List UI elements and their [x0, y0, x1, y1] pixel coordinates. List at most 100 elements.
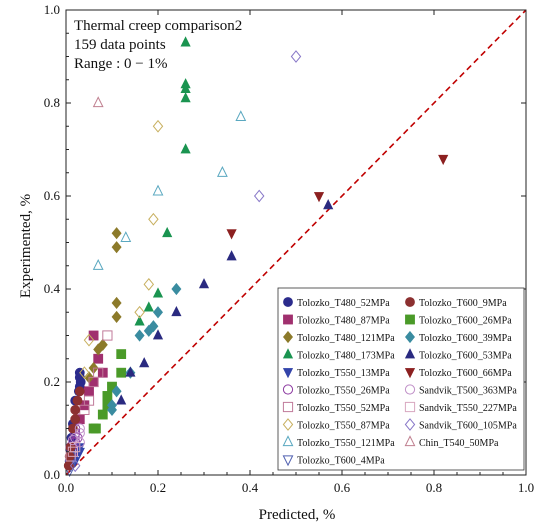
legend-label: Sandvik_T600_105MPa	[419, 421, 517, 432]
legend-marker	[404, 384, 416, 395]
legend-marker	[404, 348, 416, 359]
legend-marker	[404, 418, 416, 431]
data-point	[65, 451, 76, 462]
x-tick-label: 0.4	[242, 480, 259, 495]
data-point	[313, 192, 325, 203]
data-points-group	[63, 36, 449, 478]
legend-label: Tolozko_T550_87MPa	[297, 421, 390, 432]
x-tick-label: 0.2	[150, 480, 166, 495]
legend-marker	[404, 435, 416, 447]
data-point	[143, 324, 154, 337]
data-point	[79, 366, 90, 380]
data-point	[134, 305, 145, 319]
legend-label: Sandvik_T550_227MPa	[419, 403, 517, 414]
legend-box	[277, 287, 525, 471]
legend-label: Tolozko_T480_87MPa	[297, 316, 390, 327]
data-point	[134, 329, 145, 342]
data-point	[93, 353, 104, 364]
reference-line-group	[65, 9, 527, 476]
data-point	[97, 338, 108, 351]
data-point	[111, 296, 122, 310]
legend-label: Tolozko_T600_53MPa	[419, 351, 512, 362]
annotation-line: Range : 0 − 1%	[74, 56, 167, 72]
data-point	[125, 366, 136, 377]
data-point	[111, 227, 122, 240]
data-point	[171, 305, 182, 317]
data-point	[70, 414, 81, 425]
legend-label: Tolozko_T480_173MPa	[297, 351, 395, 362]
legend-label: Tolozko_T600_26MPa	[419, 316, 512, 327]
data-point	[120, 231, 132, 242]
data-point	[111, 385, 122, 398]
data-point	[74, 386, 85, 397]
data-point	[216, 166, 228, 177]
y-tick-label: 0.6	[44, 188, 61, 203]
data-point	[70, 404, 81, 415]
data-point	[102, 330, 113, 341]
data-point	[74, 423, 85, 434]
data-point	[72, 395, 83, 406]
data-point	[83, 333, 95, 347]
annotation-box: Thermal creep comparison2 159 data points…	[74, 18, 242, 72]
legend-marker	[282, 435, 294, 447]
legend-label: Tolozko_T600_66MPa	[419, 368, 512, 379]
data-point	[111, 241, 122, 254]
data-point	[143, 277, 155, 291]
data-point	[162, 226, 173, 238]
data-point	[102, 391, 113, 401]
legend-marker	[404, 401, 416, 413]
x-tick-label: 1.0	[518, 480, 534, 495]
x-tick-label: 0.8	[426, 480, 442, 495]
data-point	[171, 282, 182, 296]
data-point	[88, 376, 99, 388]
data-point	[88, 423, 99, 434]
data-point	[180, 143, 191, 154]
data-point	[180, 92, 191, 103]
legend-marker	[404, 368, 416, 379]
y-tick-label: 0.0	[44, 467, 60, 482]
legend-marker	[283, 330, 293, 344]
data-point	[134, 315, 145, 326]
x-tick-label: 0.0	[58, 480, 74, 495]
legend-label: Tolozko_T600_39MPa	[419, 333, 512, 344]
legend-label: Sandvik_T500_363MPa	[419, 386, 517, 397]
data-point	[92, 96, 104, 108]
legend-marker	[282, 401, 294, 413]
reference-line	[65, 9, 527, 476]
data-point	[198, 278, 210, 289]
data-point	[97, 409, 108, 420]
legend-marker	[282, 348, 294, 359]
data-point	[116, 367, 127, 378]
legend: Tolozko_T480_52MPa Tolozko_T480_87MPa Tolo…	[277, 287, 525, 471]
data-point	[152, 287, 164, 298]
legend-marker	[405, 330, 415, 344]
legend-marker	[282, 418, 294, 431]
data-point	[139, 357, 150, 368]
data-point	[180, 36, 191, 47]
y-tick-label: 1.0	[44, 2, 60, 17]
y-axis-label: Experimented, %	[18, 194, 34, 298]
data-point	[235, 110, 247, 122]
data-point	[152, 184, 164, 196]
legend-marker	[405, 314, 415, 325]
annotation-line: Thermal creep comparison2	[74, 18, 242, 34]
legend-label: Tolozko_T550_52MPa	[297, 403, 390, 414]
y-tick-label: 0.2	[44, 374, 60, 389]
data-point	[67, 435, 79, 446]
data-point	[69, 459, 81, 473]
data-point	[253, 189, 265, 203]
legend-label: Tolozko_T550_26MPa	[297, 386, 390, 397]
data-point	[111, 310, 122, 323]
data-point	[143, 301, 154, 312]
legend-label: Tolozko_T480_52MPa	[297, 298, 390, 309]
data-point	[226, 250, 237, 261]
data-point	[116, 349, 127, 359]
data-point	[152, 119, 164, 133]
data-point	[290, 50, 302, 63]
legend-label: Tolozko_T550_121MPa	[297, 438, 395, 449]
x-axis-label: Predicted, %	[259, 507, 336, 523]
data-point	[107, 403, 117, 416]
data-point	[63, 460, 74, 471]
axis-ticks-group: 0.0 0.2 0.4 0.6 0.8 1.0 0.0 0.2 0.4 0.6 0.8 1.0	[44, 2, 534, 495]
